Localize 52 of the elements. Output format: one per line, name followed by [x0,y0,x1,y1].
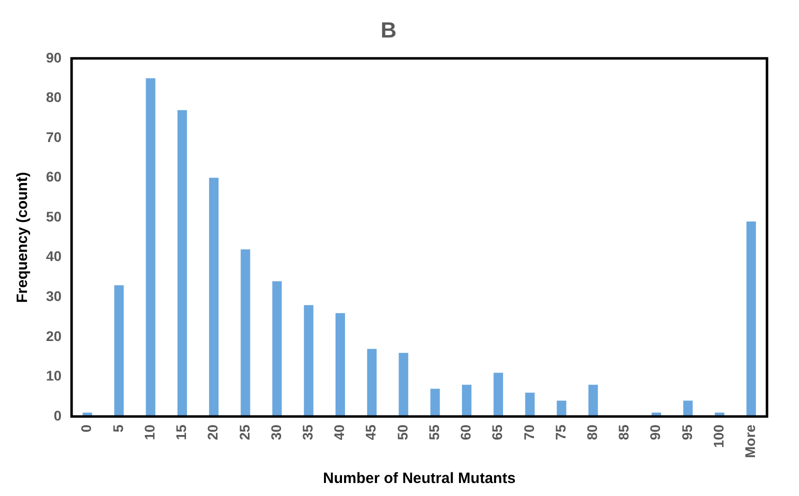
bar [336,313,345,417]
x-tick-label: 15 [173,424,190,440]
x-tick-label: 35 [300,424,316,440]
bar [398,352,408,417]
y-tick-label: 40 [46,248,62,264]
bar [556,400,566,417]
x-tick-label: 5 [110,424,126,432]
bar [494,372,504,417]
x-tick-label: 25 [236,424,252,440]
x-tick-label: 50 [394,424,410,440]
bar [304,305,314,417]
bar [209,178,219,417]
x-tick-label: 20 [204,424,221,440]
y-tick-label: 10 [46,368,62,384]
y-tick-label: 70 [46,128,62,145]
bar [430,388,440,417]
chart-title: B [380,17,396,42]
bar [177,110,187,417]
x-tick-label: 60 [458,424,474,440]
x-tick-label: 75 [552,424,568,440]
x-tick-label: 40 [331,424,348,440]
bar [683,400,693,417]
x-tick-label: 45 [362,424,379,440]
x-tick-label: 55 [426,424,442,440]
y-tick-label: 20 [46,328,62,344]
bar [367,348,377,417]
y-tick-label: 60 [46,168,62,185]
x-tick-label: 90 [647,424,664,440]
x-tick-label: 65 [489,424,506,440]
x-tick-label: 70 [520,424,537,440]
x-tick-label: More [742,424,758,458]
bar [525,392,535,417]
bar [146,78,156,417]
y-tick-label: 50 [46,208,62,224]
bar [272,281,282,417]
y-tick-label: 30 [46,288,62,304]
x-axis-title: Number of Neutral Mutants [323,470,516,488]
x-tick-label: 100 [710,424,726,448]
x-tick-label: 95 [678,424,695,440]
x-tick-label: 30 [268,424,284,440]
x-tick-label: 85 [616,424,632,440]
x-tick-label: 80 [584,424,600,440]
bar [240,249,250,417]
x-tick-label: 10 [141,424,158,440]
x-tick-label: 0 [78,424,94,432]
bar [746,222,756,417]
bar [114,285,124,417]
bar [588,384,598,417]
bar [462,384,472,417]
y-tick-label: 80 [46,89,62,106]
y-tick-label: 90 [46,49,62,66]
y-axis-title: Frequency (count) [14,172,32,303]
